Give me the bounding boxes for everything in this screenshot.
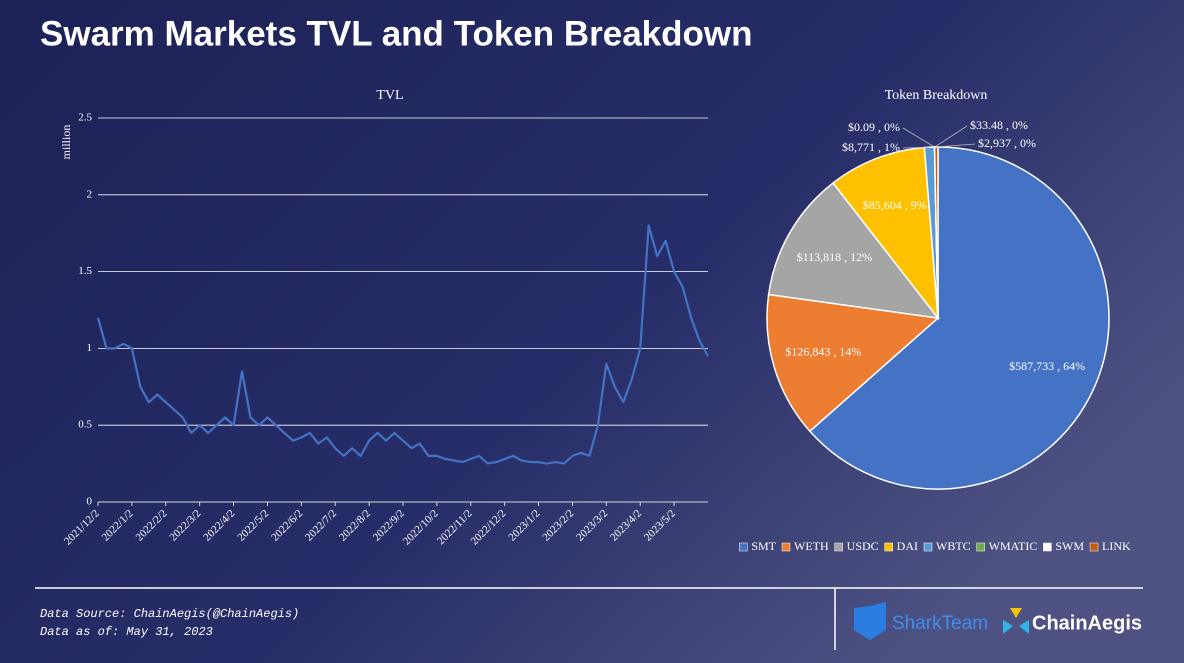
y-tick-label: 2.5 [78,112,92,124]
legend-swatch [1089,542,1099,552]
legend-swatch [923,542,933,552]
legend-label: WMATIC [989,539,1038,553]
legend-swatch [1043,542,1052,552]
data-source: Data Source: ChainAegis(@ChainAegis) [40,607,299,621]
chainaegis-icon [1019,620,1029,634]
legend-label: USDC [847,539,879,553]
chainaegis-icon [1010,608,1022,618]
chainaegis-icon [1003,620,1013,634]
data-label: $126,843 , 14% [785,344,861,358]
y-tick-label: 2 [87,188,93,200]
y-axis-label: million [59,125,73,160]
legend-label: WBTC [936,539,971,553]
legend-label: DAI [897,539,918,553]
leader-line [934,125,968,148]
data-label: $2,937 , 0% [978,136,1036,150]
sharkteam-icon [854,602,886,640]
legend-label: LINK [1102,539,1131,553]
data-date: Data as of: May 31, 2023 [40,625,213,639]
pie-slice [767,181,940,319]
legend-swatch [976,542,985,552]
y-tick-label: 0 [87,496,93,508]
y-tick-label: 1.5 [78,265,92,277]
data-label: $587,733 , 64% [1009,359,1085,373]
data-label: $85,604 , 9% [863,198,927,212]
sharkteam-logo: SharkTeam [892,613,988,634]
page-title: Swarm Markets TVL and Token Breakdown [40,14,753,53]
legend-swatch [781,542,791,552]
leader-line [902,127,935,148]
data-label: $8,771 , 1% [842,140,900,154]
chart-title: Token Breakdown [885,88,988,103]
legend-swatch [884,542,893,552]
leader-line [936,143,976,148]
legend-swatch [739,542,748,552]
pie-slice [808,146,1110,490]
data-label: $113,818 , 12% [797,250,873,264]
legend-swatch [834,542,843,552]
pie-slice [832,146,939,321]
data-label: $0.09 , 0% [848,120,900,134]
y-tick-label: 1 [87,342,93,354]
y-tick-label: 0.5 [78,419,92,431]
chainaegis-logo: ChainAegis [1032,612,1142,634]
leader-line [902,146,930,149]
chart-title: TVL [376,88,403,103]
legend-label: SMT [751,539,776,553]
data-label: $33.48 , 0% [970,118,1028,132]
legend-label: WETH [794,539,829,553]
pie-slice [766,293,940,433]
tvl-line [96,224,709,465]
legend-label: SWM [1055,539,1084,553]
